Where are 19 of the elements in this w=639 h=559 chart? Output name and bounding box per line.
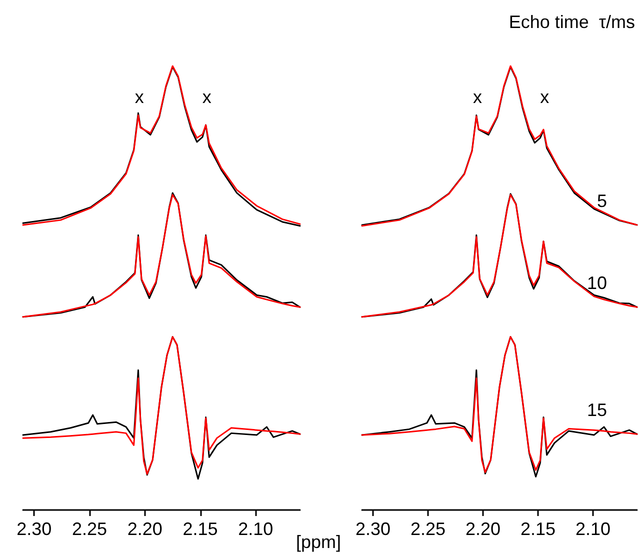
series-label: 10 bbox=[586, 273, 607, 294]
annotation: x bbox=[202, 87, 212, 108]
legend-title: Echo time τ/ms bbox=[508, 12, 635, 32]
x-axis-title: [ppm] bbox=[296, 532, 342, 552]
x-tick-label: 2.25 bbox=[410, 519, 446, 539]
series-label: 15 bbox=[586, 400, 607, 420]
x-tick-label: 2.20 bbox=[465, 519, 501, 539]
x-tick-label: 2.10 bbox=[575, 519, 611, 539]
annotation: x bbox=[134, 87, 144, 108]
x-tick-label: 2.10 bbox=[238, 519, 274, 539]
annotation: x bbox=[473, 87, 482, 108]
x-tick-label: 2.30 bbox=[16, 519, 52, 539]
annotation: x bbox=[540, 87, 550, 108]
x-tick-label: 2.15 bbox=[520, 519, 556, 539]
x-tick-label: 2.25 bbox=[72, 519, 108, 539]
series-label: 5 bbox=[596, 190, 607, 211]
x-tick-label: 2.20 bbox=[127, 519, 162, 539]
x-tick-label: 2.30 bbox=[355, 519, 391, 539]
x-tick-label: 2.15 bbox=[182, 519, 218, 539]
